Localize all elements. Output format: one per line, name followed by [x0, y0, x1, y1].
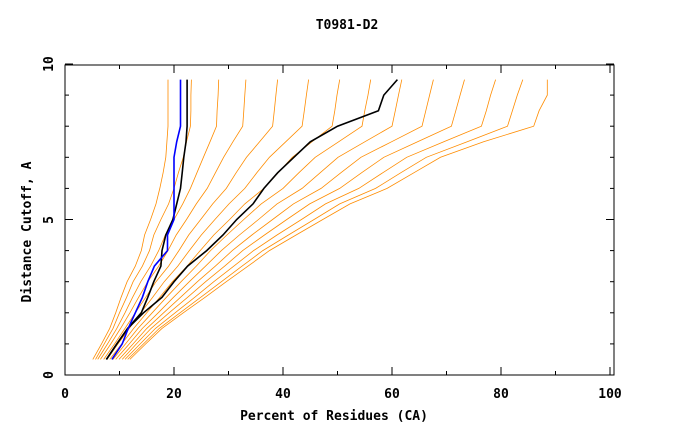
model-series-line	[109, 79, 341, 360]
x-axis-label: Percent of Residues (CA)	[240, 409, 428, 424]
x-tick-label: 20	[166, 387, 182, 402]
x-tick-label: 40	[275, 387, 291, 402]
x-tick-labels: 0 20 40 60 80 100	[61, 387, 622, 402]
model-series-line	[127, 79, 524, 360]
black-series-line	[105, 79, 399, 360]
model-series-line	[121, 79, 465, 360]
x-tick-label: 100	[598, 387, 622, 402]
chart-title: T0981-D2	[316, 18, 379, 33]
y-tick-label: 10	[42, 56, 57, 72]
y-tick-labels: 0 5 10	[42, 56, 57, 379]
plot-frame	[64, 64, 615, 376]
model-series-line	[100, 79, 247, 360]
blue-series-line	[111, 79, 182, 360]
tick-marks	[64, 63, 614, 376]
x-tick-label: 80	[493, 387, 509, 402]
x-tick-label: 60	[384, 387, 400, 402]
model-series-line	[129, 79, 548, 360]
model-series-line	[124, 79, 496, 360]
black-series-line	[105, 79, 188, 360]
series-group	[92, 79, 548, 360]
model-series-line	[118, 79, 434, 360]
model-series-line	[112, 79, 372, 360]
y-tick-label: 5	[42, 216, 57, 224]
model-series-line	[115, 79, 403, 360]
model-series-line	[92, 79, 169, 360]
y-axis-label: Distance Cutoff, A	[20, 161, 35, 302]
model-series-line	[95, 79, 192, 360]
x-tick-label: 0	[61, 387, 69, 402]
y-tick-label: 0	[42, 371, 57, 379]
